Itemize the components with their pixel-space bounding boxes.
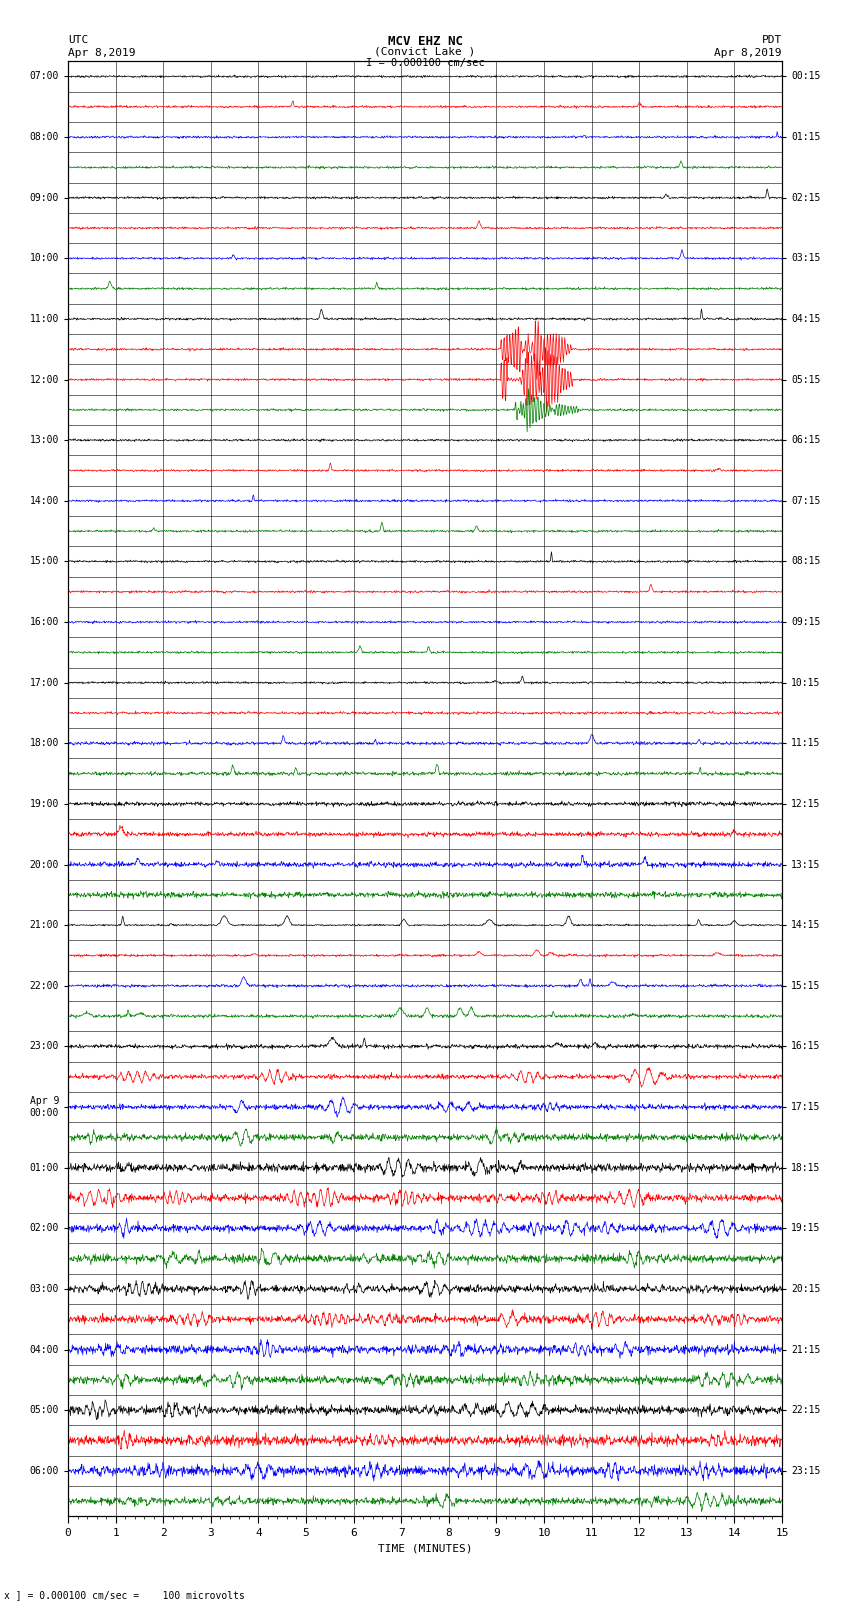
Text: MCV EHZ NC: MCV EHZ NC — [388, 35, 462, 48]
X-axis label: TIME (MINUTES): TIME (MINUTES) — [377, 1544, 473, 1553]
Text: Apr 8,2019: Apr 8,2019 — [715, 48, 782, 58]
Text: PDT: PDT — [762, 35, 782, 45]
Text: x ] = 0.000100 cm/sec =    100 microvolts: x ] = 0.000100 cm/sec = 100 microvolts — [4, 1590, 245, 1600]
Text: Apr 8,2019: Apr 8,2019 — [68, 48, 135, 58]
Text: I = 0.000100 cm/sec: I = 0.000100 cm/sec — [366, 58, 484, 68]
Text: (Convict Lake ): (Convict Lake ) — [374, 47, 476, 56]
Text: UTC: UTC — [68, 35, 88, 45]
